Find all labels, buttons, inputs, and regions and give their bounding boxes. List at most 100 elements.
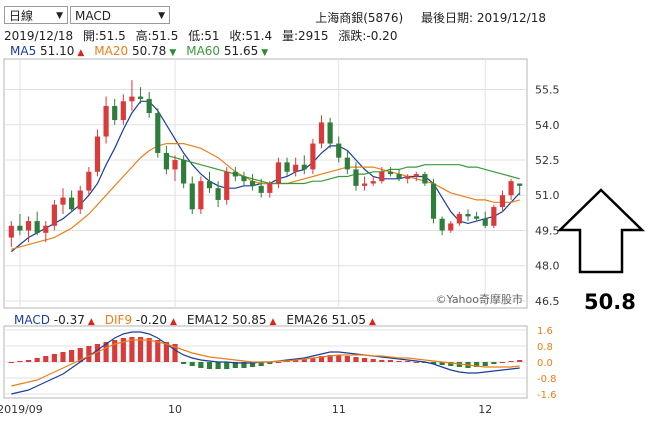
macd-histogram-bar — [215, 362, 221, 369]
macd-histogram-bar — [8, 362, 14, 363]
macd-tick-label: 0.8 — [537, 342, 553, 353]
ma-legend-value: 51.65 — [220, 44, 259, 58]
macd-histogram-bar — [318, 356, 325, 362]
candle-body — [310, 143, 316, 170]
ma-legend-ma5: MA5 51.10 ▲ — [10, 44, 84, 58]
candle-body — [129, 96, 135, 102]
indicator-select-value: MACD — [75, 9, 111, 23]
candle-body — [456, 214, 462, 224]
macd-histogram-bar — [310, 358, 316, 362]
candle-body — [94, 136, 101, 172]
price-tick-label: 51.0 — [535, 189, 560, 202]
candle-body — [474, 216, 480, 219]
candle-body — [293, 164, 299, 172]
stock-name: 上海商銀(5876) — [315, 11, 404, 25]
price-tick-label: 55.5 — [535, 84, 560, 97]
macd-histogram-bar — [370, 359, 376, 362]
macd-histogram-bar — [51, 354, 57, 362]
candle-body — [51, 204, 57, 226]
candle-body — [405, 176, 411, 179]
macd-histogram-bar — [60, 352, 66, 362]
candle-body — [137, 96, 144, 99]
candle-body — [43, 225, 49, 233]
candle-body — [17, 225, 23, 231]
macd-histogram-bar — [198, 362, 204, 368]
ma-legend-name: MA5 — [10, 44, 37, 58]
macd-histogram-bar — [77, 348, 83, 362]
quote-line: 2019/12/18 開:51.5 高:51.5 低:51 收:51.4 量:2… — [4, 27, 403, 44]
macd-histogram-bar — [267, 362, 273, 364]
macd-histogram-bar — [387, 360, 394, 362]
candle-body — [336, 143, 342, 158]
candle-body — [448, 223, 454, 231]
candle-body — [491, 206, 497, 226]
candle-body — [112, 105, 118, 121]
macd-legend-value: -0.37 — [49, 313, 85, 327]
candle-body — [181, 160, 187, 184]
candle-body — [413, 174, 419, 177]
quote-close: 收:51.4 — [229, 29, 273, 43]
candle-body — [344, 157, 350, 170]
macd-legend: MACD -0.37 ▲ DIF9 -0.20 ▲ EMA12 50.85 ▲ EMA26 … — [14, 313, 386, 327]
macd-histogram-bar — [275, 362, 282, 363]
candle-body — [232, 171, 238, 177]
macd-legend-macd: MACD -0.37 ▲ — [14, 313, 95, 327]
macd-histogram-bar — [172, 344, 178, 362]
candle-body — [34, 221, 40, 233]
macd-histogram-bar — [508, 361, 514, 362]
watermark: ©Yahoo奇摩股市 — [436, 292, 523, 306]
candle-body — [163, 152, 169, 170]
indicator-select[interactable]: MACD ▼ — [70, 6, 170, 24]
macd-histogram-bar — [17, 361, 23, 362]
macd-legend-name: EMA12 — [186, 313, 229, 327]
candle-body — [370, 181, 376, 184]
candle-body — [353, 169, 359, 186]
candle-body — [275, 162, 282, 184]
candle-body — [430, 183, 437, 219]
macd-histogram-bar — [396, 361, 402, 362]
up-triangle-icon: ▲ — [269, 317, 277, 327]
candle-body — [301, 164, 307, 170]
quote-change: 漲跌:-0.20 — [338, 29, 398, 43]
down-triangle-icon: ▼ — [261, 48, 269, 58]
quote-volume: 量:2915 — [281, 29, 329, 43]
macd-histogram-bar — [327, 355, 333, 362]
x-tick-label: 12 — [478, 403, 492, 416]
candle-body — [69, 197, 75, 210]
macd-histogram-bar — [482, 362, 488, 366]
price-tick-label: 46.5 — [535, 295, 560, 308]
candle-body — [379, 171, 385, 182]
macd-histogram-bar — [293, 360, 299, 362]
period-select[interactable]: 日線 ▼ — [4, 6, 68, 24]
x-tick-label: 11 — [332, 403, 346, 416]
candle-body — [198, 181, 204, 210]
macd-histogram-bar — [43, 356, 49, 362]
macd-legend-value: 51.05 — [327, 313, 367, 327]
candle-body — [465, 214, 471, 217]
macd-histogram-bar — [146, 338, 152, 362]
price-tick-label: 54.0 — [535, 119, 560, 132]
candle-body — [439, 218, 445, 231]
macd-tick-label: 0.0 — [537, 358, 553, 369]
ma-legend-name: MA60 — [186, 44, 221, 58]
candle-body — [387, 171, 394, 175]
macd-histogram-bar — [301, 359, 307, 362]
last-date: 最後日期: 2019/12/18 — [420, 11, 546, 25]
macd-histogram-bar — [129, 337, 135, 362]
macd-histogram-bar — [353, 357, 359, 362]
macd-histogram-bar — [120, 338, 126, 362]
ma-line-ma60 — [166, 154, 520, 185]
macd-histogram-bar — [206, 362, 213, 369]
price-tick-label: 52.5 — [535, 154, 560, 167]
ma-legend-value: 50.78 — [128, 44, 167, 58]
macd-histogram-bar — [25, 360, 32, 362]
dropdown-arrow-icon: ▼ — [158, 11, 165, 21]
candle-body — [249, 181, 256, 186]
candle-body — [77, 190, 83, 210]
candle-body — [172, 160, 178, 170]
macd-histogram-bar — [499, 362, 506, 363]
macd-histogram-bar — [94, 344, 101, 362]
candle-body — [258, 185, 264, 193]
quote-open: 開:51.5 — [83, 29, 126, 43]
candle-body — [206, 181, 213, 189]
